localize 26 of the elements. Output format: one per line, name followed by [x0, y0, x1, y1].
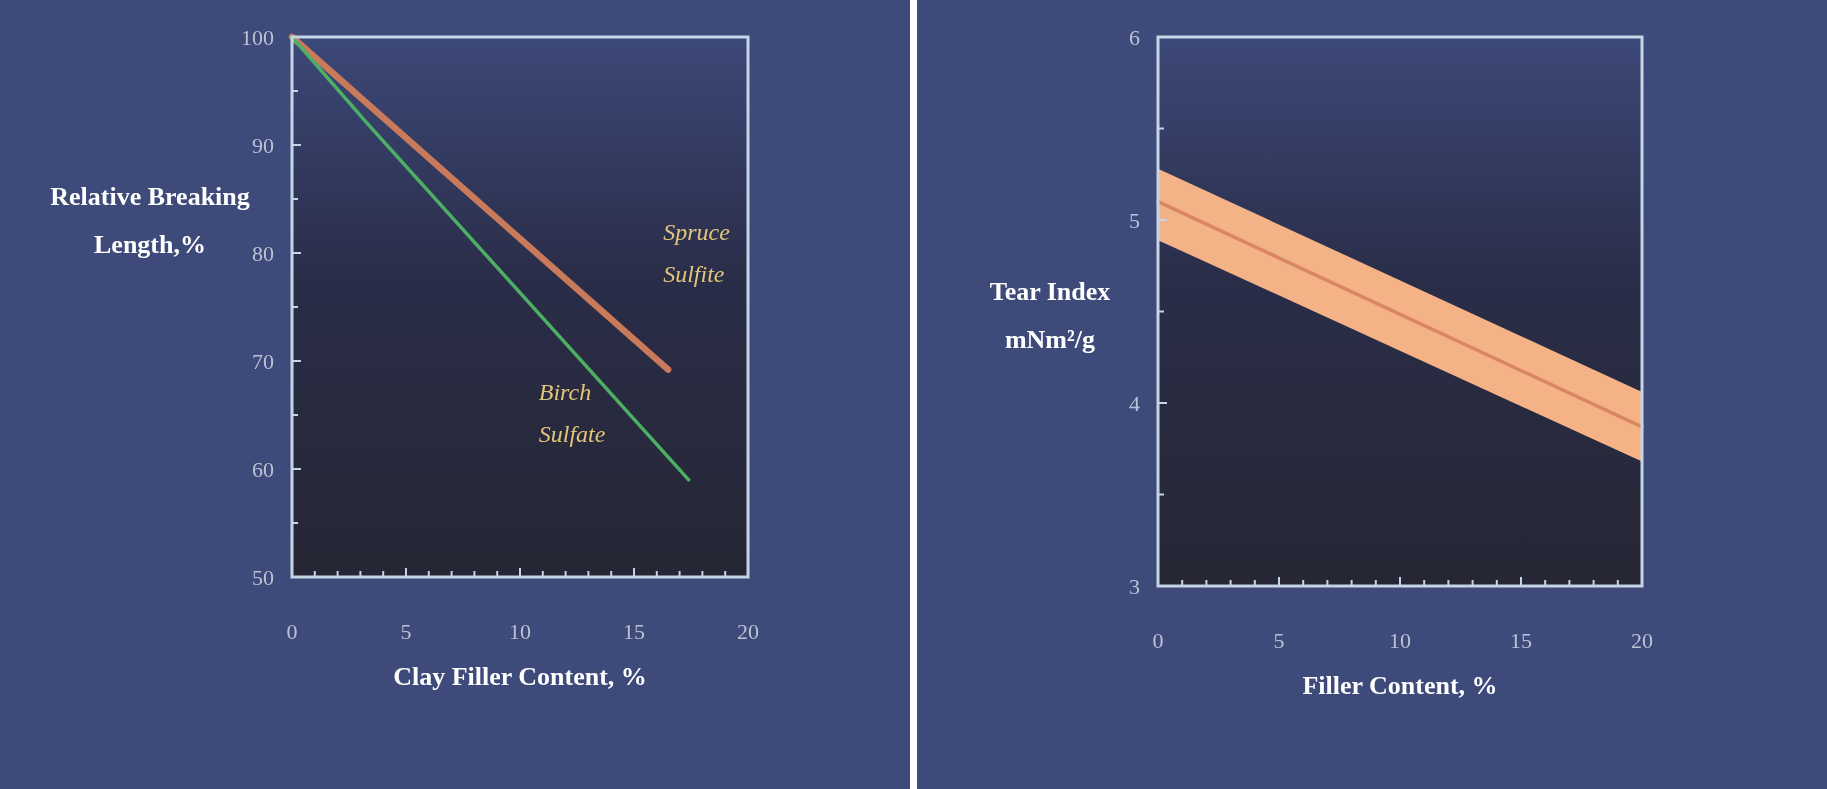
y-tick-label: 70: [252, 348, 274, 374]
series-label: Birch Sulfate: [538, 378, 606, 447]
y-tick-label: 5: [1129, 207, 1140, 233]
x-tick-label: 20: [1631, 628, 1653, 653]
x-axis-title: Filler Content, %: [1302, 671, 1498, 700]
y-tick-label: 90: [252, 132, 274, 158]
x-tick-label: 10: [1389, 628, 1411, 653]
y-tick-label: 6: [1129, 24, 1140, 50]
x-tick-label: 0: [286, 619, 298, 644]
y-axis-title: Tear Index mNm²/g: [989, 277, 1111, 354]
y-tick-label: 3: [1129, 573, 1140, 599]
y-tick-label: 60: [252, 456, 274, 482]
x-axis-title: Clay Filler Content, %: [393, 662, 647, 691]
x-tick-label: 15: [623, 619, 645, 644]
x-tick-label: 15: [1510, 628, 1532, 653]
text: Spruce Sulfite: [663, 218, 731, 287]
y-tick-label: 50: [252, 564, 274, 590]
y-tick-label: 100: [241, 24, 274, 50]
y-tick-label: 80: [252, 240, 274, 266]
y-axis-title: Relative Breaking Length,%: [50, 182, 250, 259]
x-tick-label: 5: [400, 619, 412, 644]
x-tick-label: 20: [737, 619, 759, 644]
y-tick-label: 4: [1129, 390, 1140, 416]
x-tick-label: 0: [1152, 628, 1164, 653]
x-tick-label: 10: [509, 619, 531, 644]
x-tick-label: 5: [1273, 628, 1285, 653]
